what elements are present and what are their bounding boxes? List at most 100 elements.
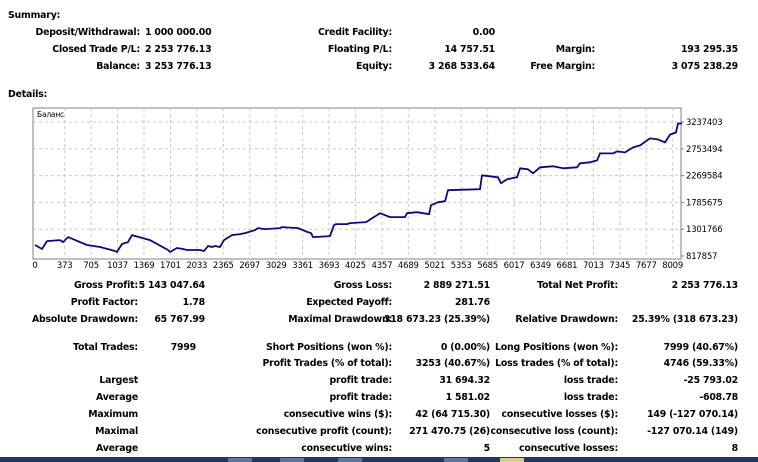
details-value: 7999 (40.67%) bbox=[663, 342, 739, 353]
summary-label: Credit Facility: bbox=[317, 27, 392, 38]
summary-value: 2 253 776.13 bbox=[145, 44, 212, 55]
summary-label: Closed Trade P/L: bbox=[52, 44, 140, 55]
details-label: Long Positions (won %): bbox=[495, 342, 618, 353]
details-value: -127 070.14 (149) bbox=[647, 426, 738, 437]
y-tick-label: 2269584 bbox=[686, 172, 722, 182]
details-label: Absolute Drawdown: bbox=[31, 314, 138, 325]
x-tick-label: 4025 bbox=[345, 261, 366, 271]
details-label: Profit Factor: bbox=[70, 297, 138, 308]
chart-title: Баланс bbox=[37, 110, 64, 119]
summary-value: 3 075 238.29 bbox=[671, 61, 739, 72]
details-label: Maximal bbox=[95, 426, 138, 437]
details-value: -25 793.02 bbox=[683, 375, 739, 386]
x-tick-label: 705 bbox=[83, 261, 99, 271]
x-tick-label: 7345 bbox=[609, 261, 630, 271]
details-label: Largest bbox=[99, 375, 138, 386]
balance-line bbox=[34, 122, 682, 253]
details-label: profit trade: bbox=[329, 392, 393, 403]
taskbar-button[interactable] bbox=[500, 458, 524, 462]
details-value: 318 673.23 (25.39%) bbox=[383, 314, 490, 325]
taskbar-button[interactable] bbox=[338, 458, 362, 462]
x-tick-label: 5685 bbox=[477, 261, 498, 271]
taskbar-button[interactable] bbox=[444, 458, 468, 462]
x-tick-label: 1369 bbox=[134, 261, 155, 271]
details-label: consecutive wins ($): bbox=[283, 409, 393, 420]
x-tick-label: 6017 bbox=[504, 261, 525, 271]
x-tick-label: 6681 bbox=[557, 261, 578, 271]
details-value: 65 767.99 bbox=[154, 314, 205, 325]
details-value: 31 694.32 bbox=[439, 375, 490, 386]
taskbar-button[interactable] bbox=[280, 458, 304, 462]
details-value: 7999 bbox=[170, 342, 196, 353]
details-value: 149 (-127 070.14) bbox=[647, 409, 738, 420]
details-label: Gross Loss: bbox=[333, 280, 393, 291]
summary-label: Floating P/L: bbox=[327, 44, 392, 55]
details-label: consecutive wins: bbox=[301, 443, 392, 454]
summary-value: 0.00 bbox=[472, 27, 496, 38]
x-tick-label: 2365 bbox=[213, 261, 234, 271]
x-tick-label: 4689 bbox=[398, 261, 419, 271]
x-tick-label: 1701 bbox=[160, 261, 181, 271]
details-label: Loss trades (% of total): bbox=[495, 358, 618, 369]
details-label: Relative Drawdown: bbox=[515, 314, 618, 325]
y-tick-label: 1301766 bbox=[686, 225, 722, 235]
x-tick-label: 7013 bbox=[583, 261, 604, 271]
x-tick-label: 4357 bbox=[371, 261, 392, 271]
details-value: 2 253 776.13 bbox=[671, 280, 739, 291]
x-tick-label: 1037 bbox=[107, 261, 128, 271]
details-value: 5 bbox=[483, 443, 491, 454]
x-tick-label: 3693 bbox=[319, 261, 340, 271]
x-tick-label: 2033 bbox=[186, 261, 207, 271]
details-value: 0 (0.00%) bbox=[440, 342, 490, 353]
summary-value: 14 757.51 bbox=[444, 44, 495, 55]
y-tick-label: 1785675 bbox=[686, 198, 722, 208]
details-value: 4746 (59.33%) bbox=[663, 358, 739, 369]
x-tick-label: 3029 bbox=[266, 261, 287, 271]
summary-value: 1 000 000.00 bbox=[145, 27, 212, 38]
summary-value: 193 295.35 bbox=[680, 44, 738, 55]
details-label: consecutive loss (count): bbox=[490, 426, 619, 437]
summary-value: 3 253 776.13 bbox=[145, 61, 212, 72]
details-label: Gross Profit: bbox=[73, 280, 138, 291]
details-label: consecutive profit (count): bbox=[256, 426, 392, 437]
y-tick-label: 2753494 bbox=[686, 145, 722, 155]
summary-heading: Summary: bbox=[8, 10, 61, 21]
summary-label: Free Margin: bbox=[530, 61, 595, 72]
details-label: Average bbox=[95, 443, 138, 454]
x-tick-label: 8009 bbox=[662, 261, 683, 271]
details-label: Maximal Drawdown: bbox=[288, 314, 392, 325]
x-tick-label: 0 bbox=[32, 261, 37, 271]
x-tick-label: 7677 bbox=[636, 261, 657, 271]
details-value: 3253 (40.67%) bbox=[415, 358, 491, 369]
x-tick-label: 5353 bbox=[451, 261, 472, 271]
details-label: Average bbox=[95, 392, 138, 403]
details-label: Short Positions (won %): bbox=[266, 342, 392, 353]
x-tick-label: 6349 bbox=[530, 261, 551, 271]
x-tick-label: 5021 bbox=[424, 261, 445, 271]
details-label: loss trade: bbox=[563, 375, 618, 386]
x-tick-label: 2697 bbox=[239, 261, 260, 271]
details-label: Expected Payoff: bbox=[306, 297, 392, 308]
summary-value: 3 268 533.64 bbox=[428, 61, 496, 72]
details-heading: Details: bbox=[8, 89, 48, 100]
details-value: 42 (64 715.30) bbox=[415, 409, 490, 420]
details-value: 1 581.02 bbox=[445, 392, 491, 403]
summary-label: Margin: bbox=[555, 44, 595, 55]
details-label: consecutive losses ($): bbox=[501, 409, 618, 420]
x-tick-label: 373 bbox=[57, 261, 73, 271]
details-value: -608.78 bbox=[699, 392, 738, 403]
details-value: 5 143 047.64 bbox=[138, 280, 206, 291]
details-label: Maximum bbox=[88, 409, 138, 420]
details-value: 271 470.75 (26) bbox=[409, 426, 490, 437]
details-label: loss trade: bbox=[563, 392, 618, 403]
balance-chart: 0 373 705 1037 1369 1701 2033 2365 2697 3029 3361 3… bbox=[32, 107, 723, 271]
y-tick-label: 3237403 bbox=[686, 118, 722, 128]
details-value: 25.39% (318 673.23) bbox=[631, 314, 738, 325]
summary-label: Balance: bbox=[96, 61, 140, 72]
details-value: 8 bbox=[731, 443, 739, 454]
details-label: Total Trades: bbox=[73, 342, 138, 353]
details-value: 2 889 271.51 bbox=[423, 280, 491, 291]
taskbar-button[interactable] bbox=[228, 458, 252, 462]
taskbar bbox=[0, 457, 758, 462]
summary-label: Deposit/Withdrawal: bbox=[35, 27, 140, 38]
